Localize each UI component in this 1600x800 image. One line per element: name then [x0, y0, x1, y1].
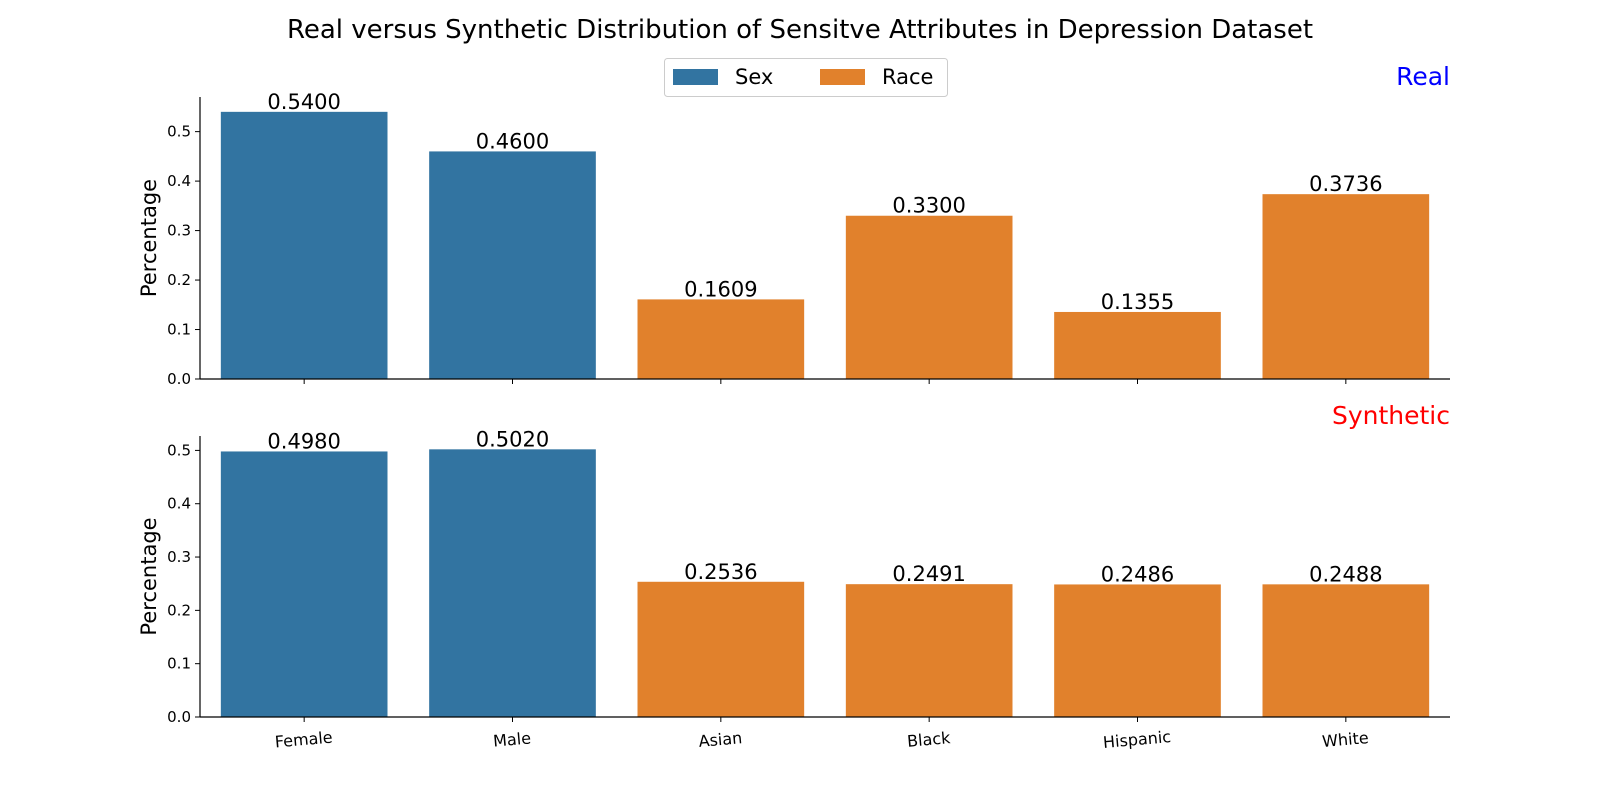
bar-black	[845, 584, 1013, 717]
x-tick-label: White	[1321, 728, 1369, 751]
bar-value-label: 0.3300	[892, 194, 965, 218]
bar-asian	[637, 581, 805, 717]
y-tick-label: 0.0	[167, 708, 191, 726]
x-tick-label: Hispanic	[1102, 727, 1172, 752]
y-tick-label: 0.1	[167, 321, 191, 339]
chart-title: Real versus Synthetic Distribution of Se…	[287, 15, 1313, 45]
legend-frame	[664, 58, 948, 97]
bar-value-label: 0.5400	[267, 90, 340, 114]
x-tick-label: Black	[906, 728, 952, 751]
bar-value-label: 0.1609	[684, 277, 757, 301]
bar-value-label: 0.2491	[892, 562, 965, 586]
y-tick-label: 0.4	[167, 172, 191, 190]
y-axis-label: Percentage	[137, 517, 161, 635]
legend-swatch-race	[820, 69, 865, 85]
bar-value-label: 0.1355	[1101, 290, 1174, 314]
bar-female	[220, 451, 388, 717]
bar-white	[1262, 194, 1430, 379]
bar-hispanic	[1054, 584, 1221, 717]
y-tick-label: 0.5	[167, 123, 191, 141]
bar-value-label: 0.2488	[1309, 562, 1382, 586]
y-tick-label: 0.1	[167, 655, 191, 673]
panel-real: 0.0 0.1 0.2 0.3 0.4 0.5 Percentage 0.5400 0.4600…	[137, 62, 1450, 388]
y-axis-label: Percentage	[137, 179, 161, 297]
x-tick-label: Female	[274, 728, 333, 752]
bar-male	[429, 449, 596, 717]
y-tick-label: 0.2	[167, 271, 191, 289]
legend: Sex Race	[664, 58, 948, 97]
bar-value-label: 0.4980	[267, 429, 340, 453]
bar-white	[1262, 584, 1430, 717]
bar-black	[845, 215, 1013, 379]
panel-label: Synthetic	[1332, 401, 1450, 430]
legend-label-sex: Sex	[735, 65, 773, 89]
bar-value-label: 0.5020	[476, 427, 549, 451]
legend-swatch-sex	[673, 69, 718, 85]
bar-value-label: 0.2486	[1101, 562, 1174, 586]
bar-female	[220, 111, 388, 379]
y-tick-label: 0.4	[167, 495, 191, 513]
y-tick-label: 0.0	[167, 370, 191, 388]
panel-label: Real	[1396, 62, 1450, 91]
y-tick-label: 0.5	[167, 441, 191, 459]
legend-label-race: Race	[882, 65, 933, 89]
bar-asian	[637, 299, 805, 379]
bar-value-label: 0.3736	[1309, 172, 1382, 196]
y-tick-label: 0.3	[167, 222, 191, 240]
bar-value-label: 0.2536	[684, 560, 757, 584]
bar-hispanic	[1054, 311, 1221, 379]
y-tick-label: 0.2	[167, 601, 191, 619]
bar-value-label: 0.4600	[476, 129, 549, 153]
x-tick-label: Asian	[698, 728, 743, 751]
y-tick-label: 0.3	[167, 548, 191, 566]
panel-synthetic: 0.0 0.1 0.2 0.3 0.4 0.5 Percentage 0.4980 Female…	[137, 401, 1450, 752]
x-tick-label: Male	[492, 728, 531, 750]
bar-male	[429, 151, 596, 379]
